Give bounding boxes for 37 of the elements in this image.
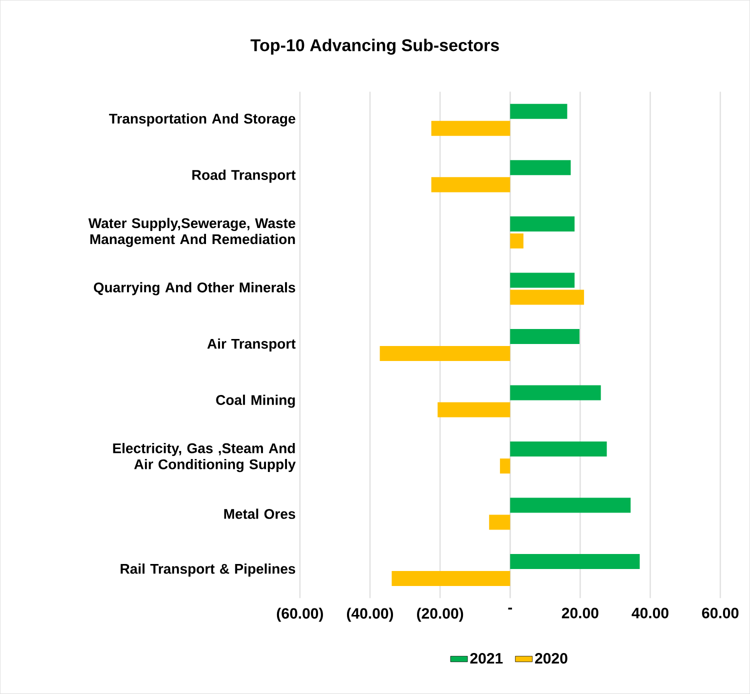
y-tick-label: Coal Mining bbox=[216, 394, 295, 408]
y-tick-label: Transportation And Storage bbox=[109, 113, 296, 126]
x-tick-label: 60.00 bbox=[702, 608, 738, 618]
bar bbox=[431, 120, 510, 136]
bar bbox=[489, 514, 510, 530]
y-tick-label: Rail Transport & Pipelines bbox=[120, 564, 296, 577]
bar bbox=[510, 216, 575, 232]
x-tick-label: (60.00) bbox=[276, 608, 323, 622]
y-tick-label: Air Transport bbox=[207, 338, 296, 352]
y-tick-label: Road Transport bbox=[192, 170, 296, 183]
bar bbox=[392, 571, 510, 586]
bar bbox=[510, 328, 580, 344]
y-tick-label: Water Supply,Sewerage, Waste Management And Remediation bbox=[88, 218, 296, 248]
bar bbox=[510, 554, 640, 570]
y-tick-label: Metal Ores bbox=[224, 508, 296, 519]
legend-label: 2020 bbox=[535, 653, 568, 664]
bar bbox=[510, 385, 601, 400]
x-tick-label: (40.00) bbox=[346, 608, 394, 622]
bar bbox=[380, 346, 510, 362]
bar bbox=[431, 177, 510, 192]
bar bbox=[510, 160, 571, 176]
bar bbox=[510, 498, 631, 513]
bar bbox=[500, 458, 510, 474]
bar bbox=[510, 233, 524, 248]
legend-label: 2021 bbox=[470, 653, 503, 664]
x-tick-label: 20.00 bbox=[562, 608, 598, 618]
bar bbox=[438, 402, 510, 418]
bar bbox=[510, 104, 568, 119]
x-tick-label: (20.00) bbox=[417, 608, 464, 622]
x-tick-label: - bbox=[508, 608, 512, 610]
y-tick-label: Electricity, Gas ,Steam And Air Conditioning Supply bbox=[113, 442, 296, 472]
bar bbox=[510, 290, 584, 305]
x-tick-label: 40.00 bbox=[632, 608, 668, 618]
y-tick-label: Quarrying And Other Minerals bbox=[94, 282, 296, 296]
bar bbox=[510, 442, 607, 457]
bar bbox=[510, 272, 575, 288]
chart-title: Top-10 Advancing Sub-sectors bbox=[250, 38, 499, 55]
